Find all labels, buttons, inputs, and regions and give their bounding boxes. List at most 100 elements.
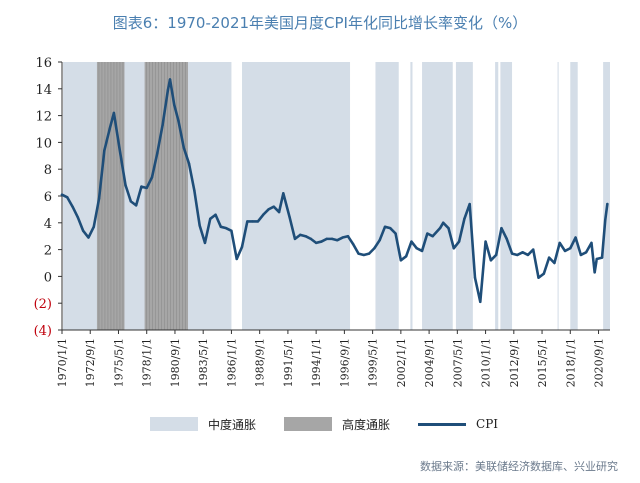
x-tick-label: 1980/9/1 — [169, 338, 182, 387]
cpi-point — [256, 220, 260, 223]
y-tick-label: (2) — [34, 297, 52, 312]
cpi-point — [468, 202, 471, 206]
cpi-point — [251, 220, 254, 223]
cpi-point — [526, 253, 530, 257]
mid-inflation-band — [422, 62, 453, 330]
cpi-point — [595, 257, 598, 261]
cpi-point — [510, 252, 514, 255]
legend-item-mid: 中度通胀 — [150, 416, 256, 433]
cpi-point — [198, 224, 201, 227]
cpi-point — [119, 151, 122, 155]
cpi-point — [410, 240, 413, 243]
cpi-point — [420, 249, 424, 253]
cpi-point — [542, 272, 546, 275]
x-tick-label: 1991/5/1 — [282, 338, 295, 387]
cpi-point — [60, 193, 64, 196]
cpi-point — [378, 239, 381, 242]
mid-inflation-band — [500, 62, 513, 330]
x-tick-label: 2020/9/1 — [593, 338, 606, 387]
cpi-point — [87, 236, 90, 239]
mid-inflation-band — [603, 62, 610, 330]
legend-swatch-cpi — [418, 422, 467, 426]
x-tick-label: 1996/9/1 — [338, 338, 351, 387]
cpi-point — [134, 204, 138, 207]
mid-inflation-band — [495, 62, 499, 330]
chart-title: 图表6：1970-2021年美国月度CPI年化同比增长率变化（%） — [112, 14, 528, 32]
cpi-point — [272, 205, 275, 208]
x-tick-label: 1978/1/1 — [141, 338, 154, 387]
cpi-point — [224, 226, 228, 230]
cpi-point — [489, 259, 493, 262]
cpi-point — [604, 218, 607, 222]
cpi-point — [399, 259, 403, 262]
cpi-point — [590, 241, 593, 245]
y-tick-label: (4) — [34, 324, 52, 339]
x-tick-label: 2004/9/1 — [423, 338, 436, 387]
cpi-point — [484, 240, 487, 243]
cpi-point — [97, 197, 101, 200]
cpi-point — [230, 229, 233, 233]
y-tick-label: 10 — [35, 136, 52, 151]
cpi-point — [521, 251, 524, 254]
cpi-point — [108, 127, 111, 131]
cpi-point — [124, 184, 127, 187]
mid-inflation-band — [557, 62, 559, 330]
cpi-point — [362, 253, 365, 257]
x-tick-label: 1975/5/1 — [112, 338, 125, 387]
y-tick-label: 0 — [44, 270, 52, 285]
cpi-point — [129, 200, 133, 203]
cpi-point — [463, 217, 466, 220]
cpi-point — [150, 176, 154, 179]
y-tick-label: 6 — [44, 190, 52, 205]
cpi-point — [214, 213, 217, 216]
cpi-point — [304, 235, 307, 238]
x-tick-label: 2015/5/1 — [536, 338, 549, 387]
cpi-point — [547, 256, 551, 259]
x-tick-label: 2012/9/1 — [508, 338, 521, 387]
legend-label-mid: 中度通胀 — [208, 417, 257, 432]
cpi-point — [336, 239, 339, 242]
cpi-point — [367, 252, 371, 255]
cpi-point — [299, 233, 302, 237]
cpi-point — [415, 247, 418, 250]
legend-swatch-mid — [150, 417, 198, 431]
cpi-point — [203, 241, 207, 245]
legend-label-high: 高度通胀 — [342, 417, 391, 432]
cpi-point — [193, 189, 196, 192]
legend-label-cpi: CPI — [476, 417, 499, 431]
cpi-point — [479, 300, 482, 304]
cpi-point — [532, 248, 535, 251]
cpi-point — [563, 249, 567, 253]
cpi-point — [438, 226, 442, 230]
x-tick-label: 1994/1/1 — [310, 338, 323, 387]
cpi-point — [314, 241, 318, 245]
cpi-point — [569, 247, 572, 250]
mid-inflation-band — [410, 62, 413, 330]
y-tick-label: 12 — [35, 110, 52, 125]
cpi-point — [505, 237, 508, 241]
x-tick-label: 2007/5/1 — [451, 338, 464, 387]
cpi-point — [71, 205, 74, 208]
cpi-point — [404, 255, 408, 258]
x-tick-label: 1972/9/1 — [84, 338, 97, 387]
cpi-point — [383, 225, 387, 229]
cpi-point — [246, 220, 249, 223]
cpi-point — [494, 253, 498, 257]
mid-inflation-band — [242, 62, 351, 330]
cpi-point — [76, 216, 80, 219]
cpi-point — [457, 240, 461, 243]
cpi-point — [452, 247, 456, 250]
cpi-point — [261, 213, 265, 216]
cpi-point — [267, 208, 270, 211]
cpi-point — [357, 252, 360, 255]
cpi-point — [516, 253, 519, 257]
legend-item-high: 高度通胀 — [284, 416, 390, 433]
cpi-point — [235, 257, 238, 261]
legend-item-cpi: CPI — [418, 417, 498, 431]
cpi-point — [92, 225, 95, 229]
cpi-point — [177, 119, 180, 123]
cpi-point — [320, 240, 323, 243]
cpi-point — [145, 186, 148, 190]
cpi-point — [288, 216, 291, 219]
cpi-point — [442, 221, 445, 224]
